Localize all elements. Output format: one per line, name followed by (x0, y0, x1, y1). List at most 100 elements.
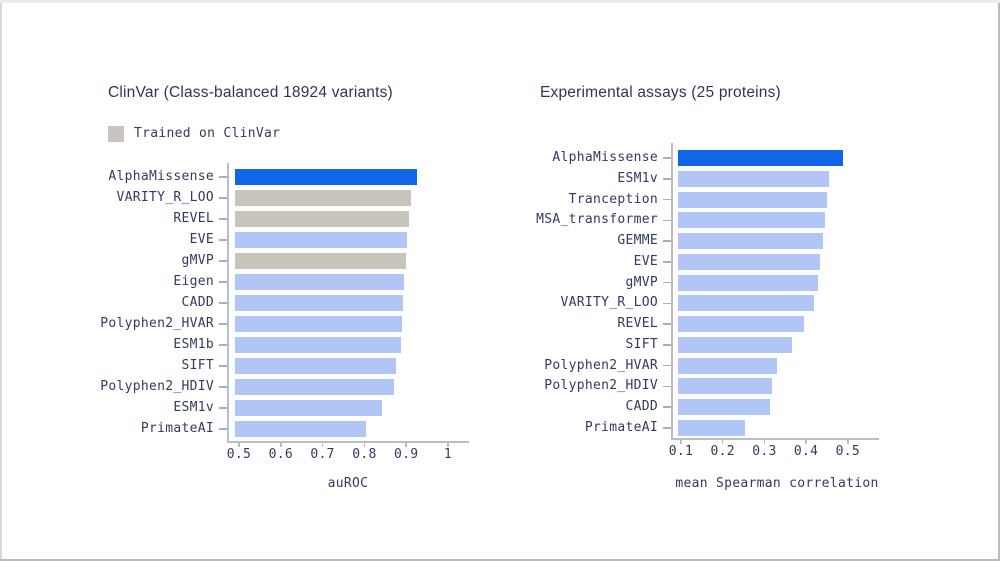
y-tick-polyphen2-hdiv (219, 386, 227, 388)
y-axis-label-varity-r-loo: VARITY_R_LOO (116, 190, 214, 205)
y-axis-label-primateai: PrimateAI (584, 420, 658, 435)
frame-edge-left (0, 3, 2, 559)
x-tick-0.5 (238, 441, 240, 447)
y-tick-cadd (219, 302, 227, 304)
x-tick-label-0.1: 0.1 (668, 444, 694, 459)
y-tick-polyphen2-hvar (219, 323, 227, 325)
x-tick-0.6 (280, 441, 282, 447)
y-tick-varity-r-loo (663, 302, 671, 305)
y-axis-label-varity-r-loo: VARITY_R_LOO (560, 295, 658, 311)
bar-eigen (235, 274, 405, 290)
x-tick-0.7 (321, 441, 324, 447)
y-axis-label-eve: EVE (189, 232, 214, 247)
y-tick-eve (219, 239, 227, 241)
y-tick-revel (219, 218, 227, 220)
clinvar-x-axis-title: auROC (327, 476, 369, 491)
y-axis-line (671, 143, 673, 438)
x-tick-label-0.7: 0.7 (310, 447, 335, 462)
bar-esm1v (235, 400, 382, 416)
bar-gmvp (235, 253, 406, 269)
x-tick-0.2 (721, 438, 724, 444)
x-tick-label-0.3: 0.3 (752, 444, 777, 459)
x-tick-0.8 (363, 441, 366, 447)
y-axis-label-polyphen2-hdiv: Polyphen2_HDIV (544, 378, 658, 394)
x-tick-label-1: 1 (443, 447, 453, 462)
bar-tranception (678, 191, 827, 208)
x-axis-line (227, 441, 469, 443)
bar-msa-transformer (678, 212, 825, 229)
y-axis-label-tranception: Tranception (568, 191, 658, 207)
bar-polyphen2-hvar (235, 316, 403, 332)
y-axis-label-cadd: CADD (181, 295, 214, 310)
assays-x-axis-title: mean Spearman correlation (675, 476, 879, 491)
frame-edge-top (0, 0, 1000, 3)
y-axis-label-alphamissense: AlphaMissense (552, 150, 658, 165)
y-tick-sift (219, 365, 227, 367)
bar-alphamissense (235, 169, 418, 185)
y-tick-tranception (663, 198, 671, 201)
frame-edge-bottom (0, 559, 1000, 561)
y-axis-label-esm1v: ESM1v (173, 400, 214, 415)
x-tick-label-0.5: 0.5 (835, 444, 860, 459)
x-axis-line (671, 438, 879, 440)
y-axis-label-polyphen2-hvar: Polyphen2_HVAR (100, 316, 214, 331)
bar-primateai (678, 420, 745, 436)
y-tick-esm1v (663, 178, 671, 180)
y-tick-primateai (219, 428, 227, 430)
bar-eve (678, 253, 820, 270)
x-tick-1 (447, 441, 449, 447)
y-axis-label-polyphen2-hvar: Polyphen2_HVAR (544, 357, 658, 373)
y-axis-label-revel: REVEL (173, 211, 214, 226)
y-axis-label-alphamissense: AlphaMissense (108, 169, 214, 184)
y-axis-label-eigen: Eigen (173, 274, 214, 289)
y-axis-label-primateai: PrimateAI (140, 421, 214, 436)
x-tick-0.4 (805, 438, 807, 444)
bar-gmvp (678, 274, 818, 291)
y-tick-esm1b (219, 344, 227, 346)
x-tick-label-0.6: 0.6 (268, 447, 293, 462)
clinvar-chart-title: ClinVar (Class-balanced 18924 variants) (108, 84, 393, 101)
bar-cadd (678, 399, 771, 416)
bar-polyphen2-hvar (678, 357, 778, 374)
y-tick-gmvp (663, 281, 671, 284)
y-axis-label-gmvp: gMVP (625, 274, 658, 290)
bar-primateai (235, 421, 367, 437)
legend-swatch-trained-on-clinvar (108, 126, 124, 142)
bar-varity-r-loo (235, 190, 411, 206)
y-tick-gemme (663, 240, 671, 242)
y-axis-label-msa-transformer: MSA_transformer (536, 212, 658, 228)
y-tick-varity-r-loo (219, 197, 227, 199)
x-tick-0.5 (847, 438, 849, 444)
bar-cadd (235, 295, 403, 311)
legend-label-trained-on-clinvar: Trained on ClinVar (134, 126, 281, 141)
y-tick-primateai (663, 427, 671, 429)
bar-esm1v (678, 170, 829, 187)
y-axis-label-revel: REVEL (617, 316, 658, 332)
y-axis-label-gemme: GEMME (617, 233, 658, 249)
y-axis-label-gmvp: gMVP (181, 253, 214, 268)
y-axis-label-sift: SIFT (625, 336, 658, 352)
x-tick-label-0.5: 0.5 (226, 447, 252, 462)
y-tick-polyphen2-hdiv (663, 385, 671, 388)
bar-varity-r-loo (678, 295, 815, 312)
x-tick-0.3 (763, 438, 766, 444)
x-tick-0.9 (405, 441, 407, 447)
y-tick-gmvp (219, 260, 227, 262)
y-axis-label-esm1v: ESM1v (617, 170, 658, 186)
x-tick-label-0.9: 0.9 (393, 447, 419, 462)
y-tick-sift (663, 344, 671, 346)
y-tick-revel (663, 323, 671, 325)
y-tick-alphamissense (219, 176, 227, 178)
bar-polyphen2-hdiv (235, 379, 395, 395)
y-tick-msa-transformer (663, 219, 671, 222)
bar-alphamissense (678, 150, 843, 166)
y-axis-label-sift: SIFT (181, 358, 214, 373)
bar-polyphen2-hdiv (678, 378, 773, 395)
x-tick-0.1 (680, 438, 682, 444)
bar-sift (235, 358, 397, 374)
bar-esm1b (235, 337, 402, 353)
x-tick-label-0.8: 0.8 (352, 447, 377, 462)
x-tick-label-0.4: 0.4 (793, 444, 819, 459)
bar-revel (678, 316, 804, 333)
